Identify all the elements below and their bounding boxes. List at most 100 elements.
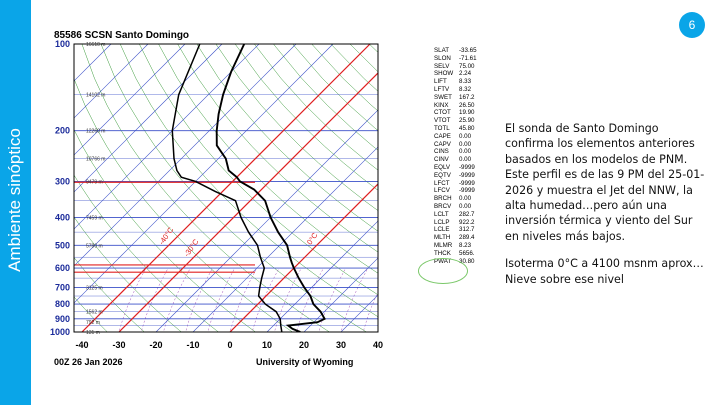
isotherm-line	[74, 44, 334, 304]
index-row: CINV 0.00	[434, 156, 477, 164]
dry-adiabat	[388, 44, 390, 338]
dry-adiabat	[100, 44, 367, 332]
index-row: SELV 75.00	[434, 63, 477, 71]
dry-adiabat	[177, 44, 378, 253]
index-row: LCLE 312.7	[434, 226, 477, 234]
y-tick-label: 300	[55, 176, 70, 186]
index-value: 5656.	[459, 249, 475, 257]
isotherm-line	[74, 44, 297, 267]
index-value: 312.7	[459, 226, 475, 234]
index-row: CINS 0.00	[434, 148, 477, 156]
notes-paragraph-2: Isoterma 0°C a 4100 msnm aprox…Nieve sob…	[505, 257, 704, 286]
mixing-ratio-line	[207, 267, 235, 332]
index-value: 8.23	[459, 241, 472, 249]
index-value: 8.32	[459, 85, 472, 93]
index-key: CINS	[434, 148, 449, 156]
index-key: BRCV	[434, 202, 452, 210]
index-key: MLTH	[434, 234, 451, 242]
index-row: BRCV 0.00	[434, 203, 477, 211]
index-value: 8.33	[459, 78, 472, 86]
isotherm-line	[266, 220, 378, 332]
x-tick-label: 40	[373, 340, 383, 350]
index-row: LIFT 8.33	[434, 78, 477, 86]
index-row: CTOT 19.90	[434, 109, 477, 117]
index-row: TOTL 45.80	[434, 125, 477, 133]
isotherm-line	[192, 146, 378, 332]
index-row: MLMR 8.23	[434, 242, 477, 250]
index-key: SELV	[434, 62, 450, 70]
index-value: -9999	[459, 187, 475, 195]
index-row: LFCV -9999	[434, 187, 477, 195]
index-value: -33.65	[459, 47, 477, 54]
x-tick-label: -10	[186, 340, 199, 350]
index-key: MLMR	[434, 241, 453, 249]
notes-paragraph-1: El sonda de Santo Domingo confirma los e…	[505, 122, 705, 243]
index-value: -71.61	[459, 54, 477, 62]
index-row: MLTH 289.4	[434, 234, 477, 242]
x-tick-label: -30	[112, 340, 125, 350]
index-value: 0.00	[459, 140, 472, 148]
index-row: SWET 167.2	[434, 94, 477, 102]
dry-adiabat	[234, 44, 378, 191]
notes-text: El sonda de Santo Domingo confirma los e…	[505, 121, 705, 299]
dry-adiabat	[74, 216, 182, 332]
index-value: 75.00	[459, 62, 475, 70]
index-row: LFCT -9999	[434, 180, 477, 188]
chart-date: 00Z 26 Jan 2026	[54, 357, 123, 367]
index-row: LCLP 922.2	[434, 219, 477, 227]
temperature-curve	[215, 44, 326, 332]
dry-adiabat	[139, 44, 378, 296]
index-row: KINX 26.50	[434, 102, 477, 110]
index-row: CAPV 0.00	[434, 141, 477, 149]
isotherm-line	[74, 44, 149, 119]
x-tick-label: 0	[227, 340, 232, 350]
isotherm-line	[74, 44, 112, 82]
isotherm-label: -40°C	[157, 225, 176, 246]
index-value: 25.90	[459, 117, 475, 125]
isotherm-label: -30°C	[182, 237, 201, 258]
index-value: 30.80	[459, 257, 475, 265]
index-key: SWET	[434, 93, 452, 101]
dry-adiabat	[74, 296, 108, 332]
dry-adiabat	[196, 44, 378, 232]
mixing-ratio-line	[141, 267, 169, 332]
index-key: LCLP	[434, 218, 450, 226]
chart-title: 85586 SCSN Santo Domingo	[54, 30, 189, 41]
index-key: LCLT	[434, 210, 449, 218]
isotherm-line	[155, 109, 378, 332]
dry-adiabat	[349, 44, 378, 73]
index-key: BRCH	[434, 195, 452, 203]
isotherm-line	[74, 44, 223, 193]
y-tick-label: 500	[55, 240, 70, 250]
mixing-ratio-line	[296, 267, 324, 332]
height-label: 3125 m	[86, 285, 103, 291]
index-key: LFTV	[434, 85, 450, 93]
isotherm-line	[118, 72, 378, 332]
x-tick-label: 30	[336, 340, 346, 350]
index-key: CAPE	[434, 132, 451, 140]
index-key: LFCT	[434, 179, 450, 187]
isotherm-highlight	[81, 44, 371, 332]
y-tick-label: 700	[55, 282, 70, 292]
height-label: 12260 m	[86, 129, 105, 135]
height-label: 792 m	[86, 320, 100, 326]
dry-adiabat	[74, 78, 293, 332]
height-label: 14102 m	[86, 93, 105, 99]
height-label: 5780 m	[86, 243, 103, 249]
index-value: 167.2	[459, 93, 475, 101]
y-tick-label: 100	[55, 39, 70, 49]
height-label: 16610 m	[86, 42, 105, 48]
dry-adiabat	[81, 44, 330, 332]
dry-adiabat	[215, 44, 378, 211]
mixing-ratio-line	[274, 267, 302, 332]
mixing-ratio-line	[340, 267, 369, 332]
x-tick-label: 20	[299, 340, 309, 350]
index-row: LFTV 8.32	[434, 86, 477, 94]
skewt-chart: 85586 SCSN Santo Domingo 00Z 26 Jan 2026 U…	[50, 30, 390, 367]
index-key: KINX	[434, 101, 449, 109]
index-value: -9999	[459, 179, 475, 187]
index-value: 922.2	[459, 218, 475, 226]
index-value: 45.80	[459, 124, 475, 132]
sidebar	[0, 0, 31, 405]
dry-adiabat	[254, 44, 378, 171]
